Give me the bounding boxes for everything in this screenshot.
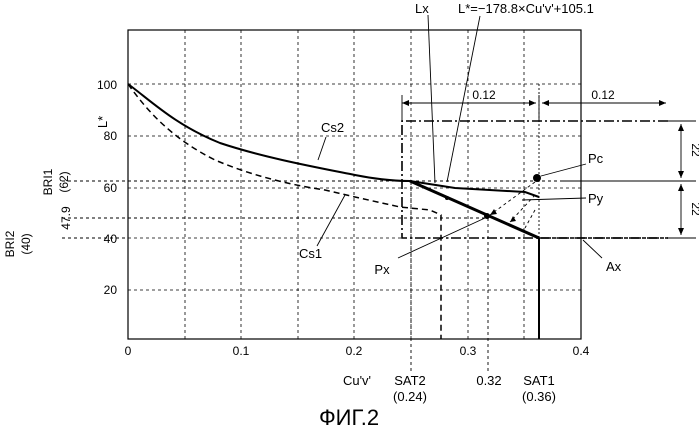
y-axis-label: L* [95, 116, 110, 128]
dimension-0.12 [402, 95, 666, 121]
projection-arrows [490, 182, 535, 228]
bri1-label: BRI1 [41, 168, 55, 195]
sat1-value: (0.36) [522, 389, 556, 404]
x-axis-label: Cu'v' [343, 373, 371, 388]
ax-label: Ax [606, 259, 622, 274]
y-tick-60: 60 [104, 181, 118, 195]
curve-cs1 [128, 84, 441, 339]
px-label: Px [374, 262, 390, 277]
x-tick-0.3: 0.3 [460, 344, 477, 358]
x-tick-0: 0 [125, 344, 132, 358]
lx-equation: L*=−178.8×Cu'v'+105.1 [458, 1, 594, 16]
pc-label: Pc [588, 151, 604, 166]
bri2-value: (40) [19, 233, 33, 254]
sat1-label: SAT1 [523, 373, 555, 388]
py-label: Py [588, 191, 604, 206]
y-tick-40: 40 [104, 232, 118, 246]
dim-22-top: 22 [689, 143, 699, 157]
lx-marker [445, 196, 449, 200]
sat2-value: (0.24) [393, 389, 427, 404]
y-tick-100: 100 [97, 78, 117, 92]
bri2-label: BRI2 [3, 230, 17, 257]
dim-22-bottom: 22 [689, 202, 699, 216]
y-tick-20: 20 [104, 283, 118, 297]
lx-leader [428, 15, 435, 183]
cs1-label: Cs1 [299, 246, 322, 261]
y479-label: 47.9 [59, 206, 73, 230]
vertical-grid [185, 30, 524, 339]
horizontal-grid [128, 84, 581, 290]
py-leader [522, 198, 586, 200]
bri1-value: (62) [57, 171, 71, 192]
dim-right-label: 0.12 [591, 88, 615, 102]
plot-frame [128, 30, 581, 339]
x-tick-0.1: 0.1 [233, 344, 250, 358]
x-tick-0.4: 0.4 [573, 344, 590, 358]
x032-label: 0.32 [476, 373, 501, 388]
ax-leader [583, 240, 602, 258]
cs2-label: Cs2 [321, 120, 344, 135]
lx-label: Lx [415, 1, 429, 16]
point-pc [533, 174, 541, 182]
cs2-leader [318, 137, 326, 160]
dim-left-label: 0.12 [472, 88, 496, 102]
x-tick-0.2: 0.2 [346, 344, 363, 358]
sat2-label: SAT2 [394, 373, 426, 388]
figure-caption: ФИГ.2 [319, 405, 379, 430]
y-tick-80: 80 [104, 129, 118, 143]
pc-leader [541, 164, 586, 176]
